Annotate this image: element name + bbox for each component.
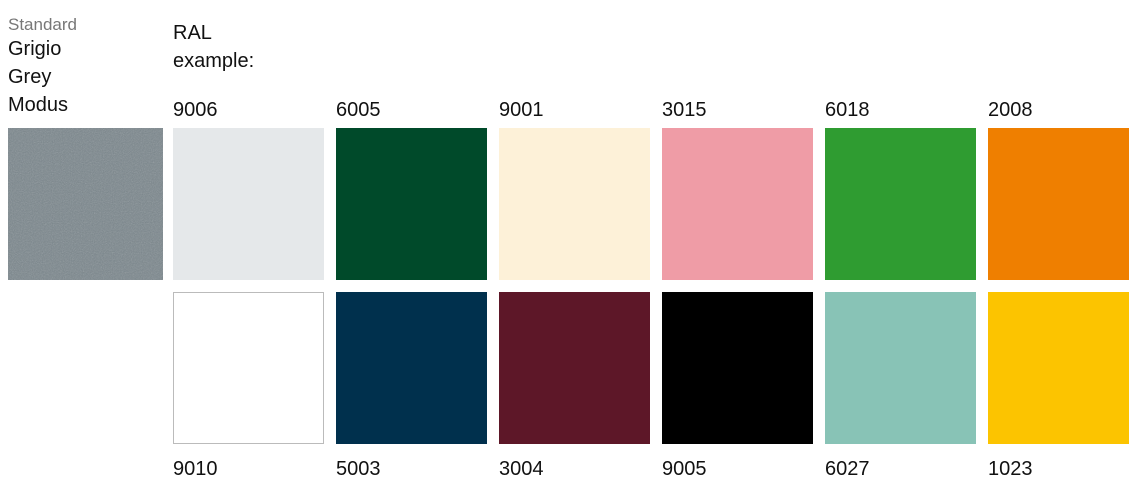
ral-code: 3015 [662, 96, 707, 124]
standard-name-line: Modus [8, 91, 68, 119]
ral-swatch [988, 292, 1129, 444]
ral-swatch [173, 292, 324, 444]
standard-swatch [8, 128, 163, 280]
ral-code: 9010 [173, 455, 218, 483]
page: StandardGrigioGreyModusRALexample:900660… [0, 0, 1129, 481]
ral-code: 2008 [988, 96, 1033, 124]
ral-code: 6018 [825, 96, 870, 124]
ral-swatch [336, 128, 487, 280]
ral-swatch [336, 292, 487, 444]
ral-code: 3004 [499, 455, 544, 483]
ral-label-line: RAL [173, 19, 212, 47]
standard-name-line: Grey [8, 63, 51, 91]
ral-code: 5003 [336, 455, 381, 483]
ral-code: 9005 [662, 455, 707, 483]
ral-label-line: example: [173, 47, 254, 75]
ral-swatch [662, 128, 813, 280]
ral-swatch [499, 128, 650, 280]
ral-swatch [825, 128, 976, 280]
ral-swatch [988, 128, 1129, 280]
ral-swatch [499, 292, 650, 444]
standard-name-line: Grigio [8, 35, 61, 63]
ral-swatch [662, 292, 813, 444]
ral-code: 9001 [499, 96, 544, 124]
ral-code: 6027 [825, 455, 870, 483]
ral-swatch [173, 128, 324, 280]
ral-swatch [825, 292, 976, 444]
texture [8, 128, 163, 280]
ral-code: 6005 [336, 96, 381, 124]
ral-code: 1023 [988, 455, 1033, 483]
ral-code: 9006 [173, 96, 218, 124]
